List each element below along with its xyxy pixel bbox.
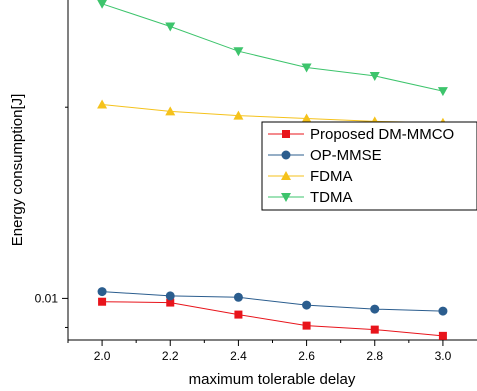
data-point-square — [370, 325, 379, 334]
legend-item: OP-MMSE — [268, 147, 382, 164]
data-point-triangle-up — [301, 113, 312, 123]
data-point-triangle-down — [301, 63, 312, 73]
data-point-triangle-down — [165, 22, 176, 32]
legend-label: FDMA — [310, 168, 353, 185]
data-point-square — [166, 298, 175, 307]
data-point-circle — [165, 291, 175, 301]
legend-item: Proposed DM-MMCO — [268, 126, 454, 143]
x-tick-label: 2.4 — [230, 349, 247, 363]
series-line — [101, 3, 444, 92]
series-tdma — [97, 0, 448, 97]
data-point-circle — [97, 287, 107, 297]
series-op-mmse — [97, 287, 448, 316]
data-point-square — [302, 321, 311, 330]
legend-label: Proposed DM-MMCO — [310, 126, 454, 143]
data-point-triangle-up — [281, 171, 291, 180]
data-point-triangle-up — [233, 110, 244, 120]
data-point-triangle-down — [97, 0, 107, 9]
y-ticks: 0.01 — [35, 106, 68, 328]
data-point-triangle-up — [165, 106, 176, 116]
legend-label: TDMA — [310, 189, 353, 206]
data-point-circle — [281, 150, 291, 160]
x-axis-title: maximum tolerable delay — [189, 371, 356, 388]
x-tick-label: 2.0 — [94, 349, 111, 363]
y-tick-label: 0.01 — [35, 291, 59, 305]
legend-item: FDMA — [268, 168, 353, 185]
data-point-triangle-down — [233, 47, 244, 57]
data-point-circle — [438, 306, 448, 316]
series-proposed-dm-mmco — [98, 297, 447, 340]
data-point-triangle-up — [97, 99, 108, 109]
legend: Proposed DM-MMCO OP-MMSE FDMA TDMA — [261, 121, 477, 211]
data-point-triangle-down — [369, 71, 380, 81]
x-ticks: 2.0 2.2 2.4 2.6 2.8 3.0 — [67, 340, 452, 363]
x-tick-label: 3.0 — [435, 349, 452, 363]
series-line — [102, 301, 443, 337]
data-point-circle — [370, 304, 380, 314]
x-tick-label: 2.2 — [162, 349, 179, 363]
y-axis-title: Energy consumption[J] — [9, 94, 26, 247]
data-point-square — [98, 297, 107, 306]
data-point-square — [282, 130, 290, 138]
legend-item: TDMA — [268, 189, 353, 206]
series-line — [102, 104, 443, 124]
data-point-circle — [302, 300, 312, 310]
legend-box — [261, 121, 477, 211]
data-point-triangle-down — [281, 193, 291, 202]
x-tick-label: 2.6 — [298, 349, 315, 363]
x-tick-label: 2.8 — [366, 349, 383, 363]
legend-label: OP-MMSE — [310, 147, 382, 164]
data-point-square — [234, 310, 243, 319]
data-point-triangle-down — [437, 87, 448, 97]
series-line — [102, 291, 443, 312]
data-point-square — [438, 331, 447, 340]
data-point-circle — [233, 292, 243, 302]
